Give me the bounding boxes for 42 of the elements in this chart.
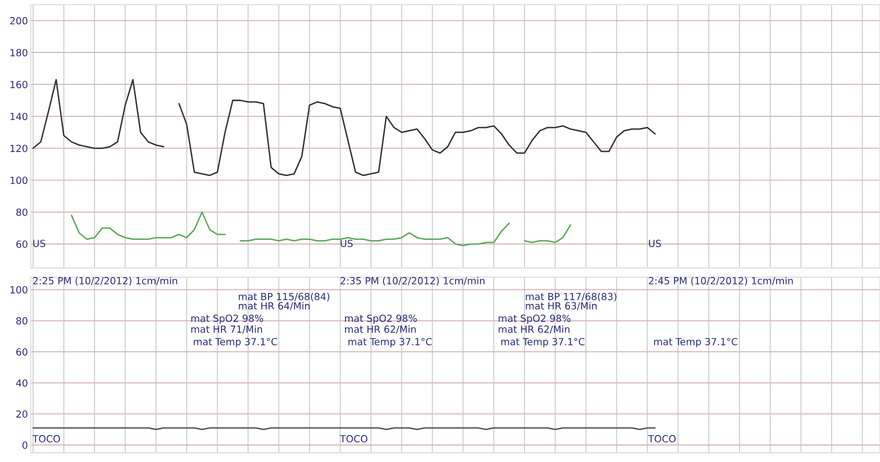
y-tick-label: 60 [16, 240, 28, 248]
annotation: mat BP 117/68(83) [526, 292, 616, 302]
y-tick-label: 20 [16, 410, 28, 418]
y-tick-label: 40 [16, 379, 28, 387]
y-tick-label: 120 [10, 144, 28, 152]
y-tick-label: 180 [10, 48, 28, 56]
annotation: mat Temp 37.1°C [348, 338, 432, 348]
annotation: mat HR 63/Min [526, 302, 597, 310]
line-series [178, 100, 656, 176]
annotation: mat SpO2 98% [498, 314, 571, 324]
annotation: US [649, 240, 661, 248]
annotation: mat SpO2 98% [191, 314, 264, 324]
annotation: US [33, 240, 46, 248]
line-series [32, 78, 164, 149]
annotation: mat HR 62/Min [498, 325, 570, 334]
annotation: 2:45 PM (10/2/2012) 1cm/min [648, 276, 793, 286]
line-series [240, 222, 510, 246]
y-tick-label: 100 [10, 286, 28, 294]
annotation: TOCO [340, 435, 368, 442]
line-series [524, 224, 572, 244]
y-tick-label: 200 [10, 17, 28, 24]
y-tick-label: 160 [10, 80, 28, 88]
y-tick-label: 60 [16, 348, 28, 356]
annotation: mat BP 115/68(84) [238, 292, 330, 302]
annotation: mat Temp 37.1°C [654, 338, 738, 348]
annotation: US [340, 240, 353, 248]
annotation: TOCO [648, 435, 676, 442]
annotation: mat HR 62/Min [345, 325, 416, 334]
annotation: 2:35 PM (10/2/2012) 1cm/min [340, 276, 484, 286]
annotation: TOCO [32, 435, 60, 442]
annotation: mat HR 71/Min [191, 325, 262, 334]
line-series [70, 211, 226, 240]
y-tick-label: 80 [16, 317, 28, 325]
y-tick-label: 0 [22, 441, 28, 449]
annotation: mat HR 64/Min [238, 302, 310, 310]
annotation: mat SpO2 98% [345, 314, 417, 324]
y-tick-label: 80 [16, 208, 28, 216]
annotation: mat Temp 37.1°C [501, 338, 585, 348]
y-tick-label: 140 [10, 112, 28, 120]
y-tick-label: 100 [10, 176, 28, 184]
annotation: mat Temp 37.1°C [194, 338, 278, 348]
annotation: 2:25 PM (10/2/2012) 1cm/min [33, 276, 178, 286]
